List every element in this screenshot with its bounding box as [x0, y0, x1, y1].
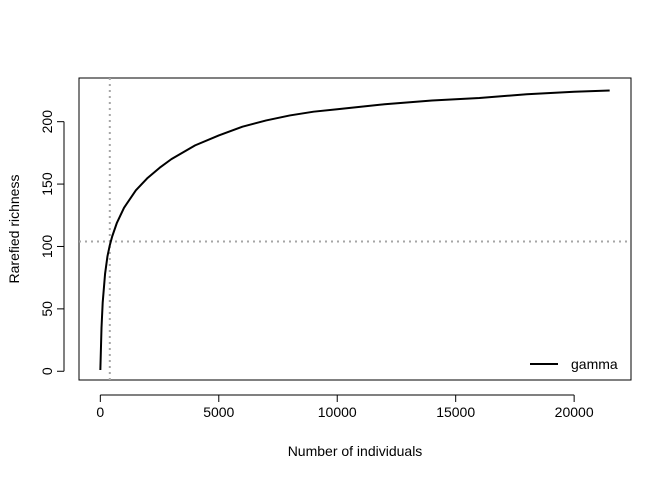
legend: gamma — [530, 356, 618, 372]
y-axis: 0 50 100 150 200 — [39, 110, 65, 375]
y-tick-label: 200 — [39, 110, 55, 134]
series-line-gamma — [99, 89, 610, 371]
reference-lines — [79, 78, 631, 380]
y-tick-label: 0 — [39, 367, 55, 375]
y-tick-label: 50 — [39, 301, 55, 317]
y-tick-label: 150 — [39, 172, 55, 196]
y-tick-label: 100 — [39, 235, 55, 259]
x-tick-label: 10000 — [318, 404, 357, 420]
legend-label: gamma — [571, 356, 618, 372]
x-tick-label: 15000 — [436, 404, 475, 420]
x-tick-label: 0 — [96, 404, 104, 420]
x-tick-label: 5000 — [203, 404, 234, 420]
x-tick-label: 20000 — [555, 404, 594, 420]
plot-area-border — [78, 77, 632, 381]
x-axis-title: Number of individuals — [288, 443, 423, 459]
series-layer — [99, 89, 610, 371]
x-axis: 0 5000 10000 15000 20000 — [96, 394, 594, 420]
y-axis-title: Rarefied richness — [6, 175, 22, 284]
